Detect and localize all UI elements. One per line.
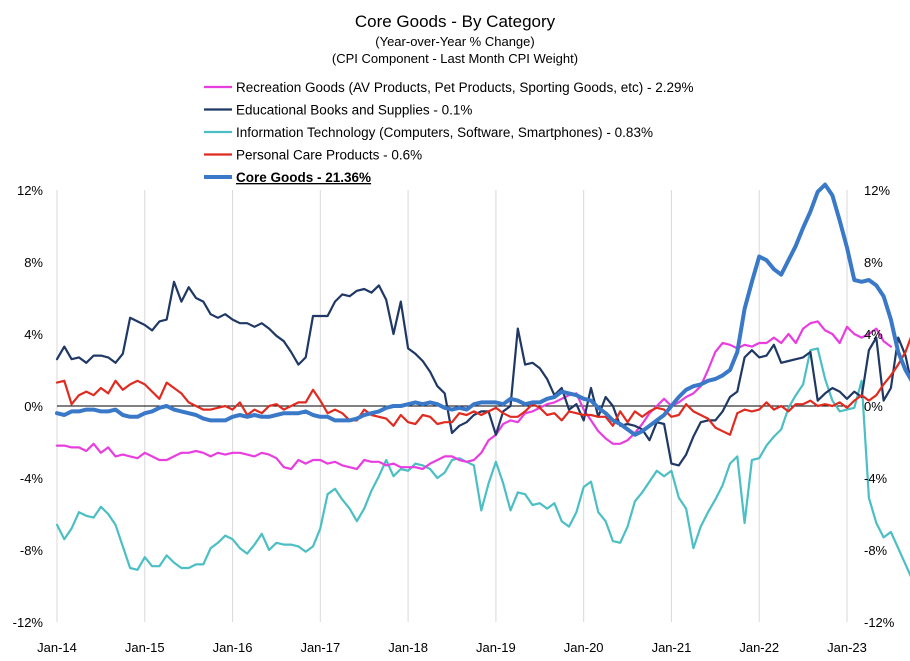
y-tick-label-right: 0%: [864, 399, 883, 414]
legend-label: Educational Books and Supplies - 0.1%: [236, 103, 472, 118]
x-tick-label: Jan-22: [739, 640, 779, 655]
y-tick-label-left: -8%: [20, 543, 44, 558]
x-tick-label: Jan-14: [37, 640, 77, 655]
legend: Recreation Goods (AV Products, Pet Produ…: [204, 80, 693, 185]
legend-label: Core Goods - 21.36%: [236, 170, 371, 185]
y-tick-label-left: 4%: [24, 327, 43, 342]
y-tick-label-left: -12%: [13, 615, 44, 630]
x-tick-label: Jan-17: [300, 640, 340, 655]
x-tick-label: Jan-16: [213, 640, 253, 655]
legend-label: Information Technology (Computers, Softw…: [236, 125, 653, 140]
y-tick-label-right: -8%: [864, 543, 888, 558]
series-line-2: [55, 347, 910, 578]
chart-title: Core Goods - By Category: [355, 12, 556, 31]
y-tick-label-left: 12%: [17, 183, 43, 198]
x-tick-label: Jan-21: [652, 640, 692, 655]
y-tick-label-right: -12%: [864, 615, 895, 630]
x-tick-label: Jan-20: [564, 640, 604, 655]
y-tick-label-left: 8%: [24, 255, 43, 270]
legend-label: Recreation Goods (AV Products, Pet Produ…: [236, 80, 693, 95]
legend-label: Personal Care Products - 0.6%: [236, 148, 422, 163]
series-line-0: [55, 320, 893, 471]
x-axis: Jan-14 Jan-15 Jan-16 Jan-17 Jan-18 Jan-19 Jan-…: [37, 640, 867, 655]
series-line-1: [55, 280, 910, 467]
y-tick-label-left: 0%: [24, 399, 43, 414]
y-tick-label-right: -4%: [864, 471, 888, 486]
chart-subtitle-1: (Year-over-Year % Change): [375, 34, 534, 49]
right-y-axis: 12% 8% 4% 0% -4% -8% -12%: [864, 183, 895, 630]
chart-subtitle-2: (CPI Component - Last Month CPI Weight): [332, 51, 578, 66]
y-tick-label-right: 12%: [864, 183, 890, 198]
x-tick-label: Jan-23: [827, 640, 867, 655]
x-tick-label: Jan-19: [476, 640, 516, 655]
x-tick-label: Jan-15: [125, 640, 165, 655]
x-tick-label: Jan-18: [388, 640, 428, 655]
y-tick-label-left: -4%: [20, 471, 44, 486]
series-lines: [55, 182, 910, 578]
series-line-4: [55, 182, 910, 437]
y-tick-label-right: 8%: [864, 255, 883, 270]
left-y-axis: 12% 8% 4% 0% -4% -8% -12%: [13, 183, 44, 630]
y-tick-label-right: 4%: [864, 327, 883, 342]
series-line-3: [55, 336, 910, 436]
